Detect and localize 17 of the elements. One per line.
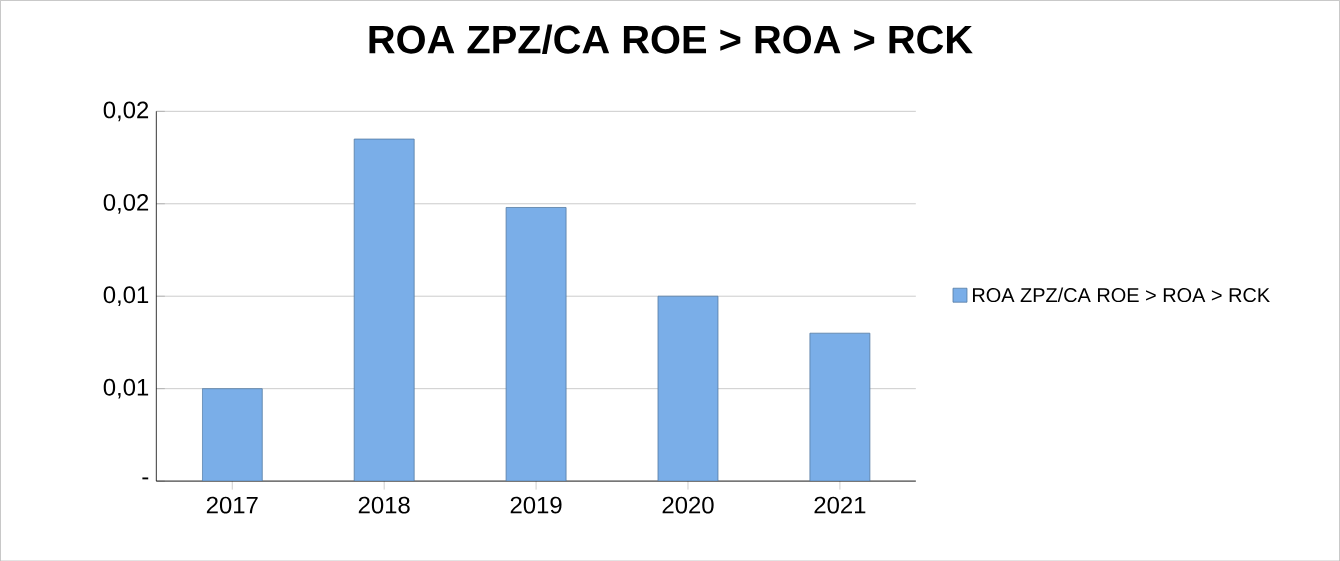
x-tick-label: 2021 (814, 496, 866, 514)
bar (809, 332, 871, 481)
x-tick-label: 2019 (510, 496, 562, 514)
bar (201, 388, 263, 481)
x-tick-label: 2017 (206, 496, 258, 514)
bar (505, 206, 567, 481)
y-tick-label: 0,01 (103, 286, 149, 306)
x-tick-label: 2018 (358, 496, 410, 514)
bar (657, 295, 719, 481)
y-tick-label: - (142, 477, 149, 480)
chart-title: ROA ZPZ/CA ROE > ROA > RCK (369, 24, 973, 54)
x-tick-label: 2020 (662, 496, 714, 514)
y-tick-label: 0,02 (103, 101, 149, 121)
y-tick-label: 0,01 (103, 378, 149, 399)
y-tick-label: 0,02 (103, 193, 149, 214)
legend-label: ROA ZPZ/CA ROE > ROA > RCK (973, 287, 1270, 302)
bar (353, 138, 415, 481)
